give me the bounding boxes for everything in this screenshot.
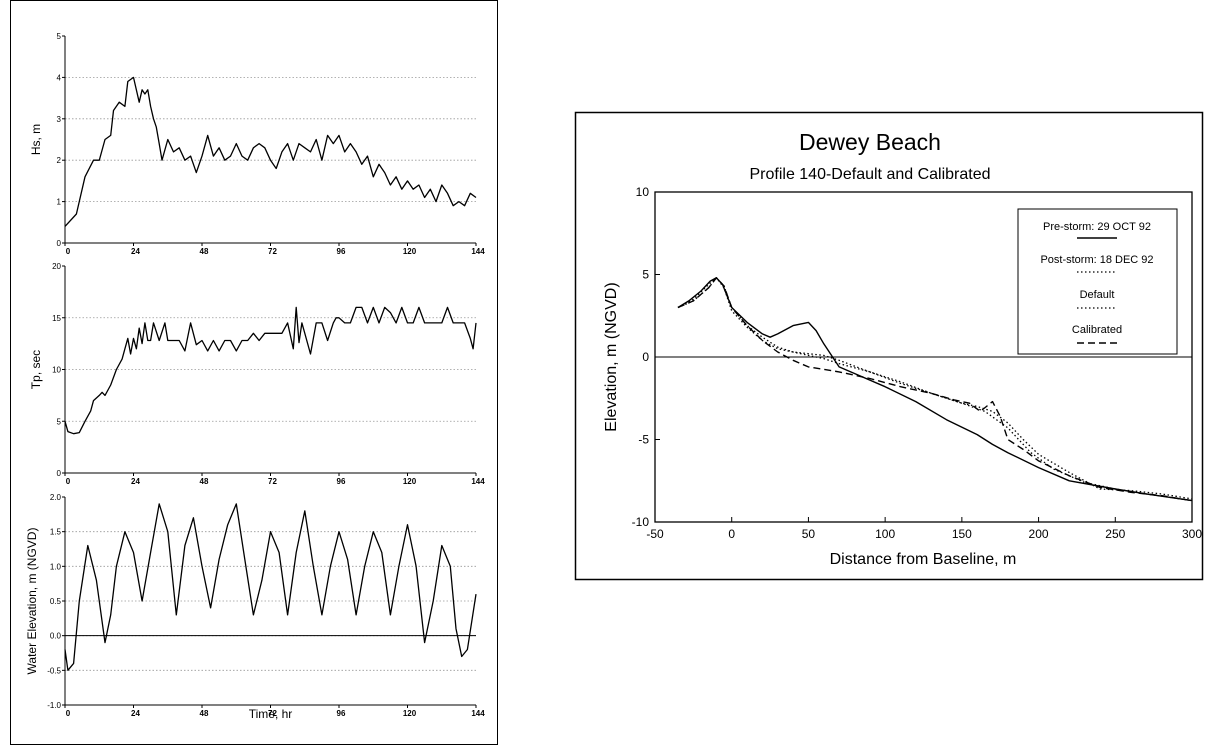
right-figure-frame: [574, 111, 1204, 581]
x-tick-label: 96: [337, 477, 346, 486]
x-tick-label: 72: [268, 709, 277, 718]
y-tick-label: -1.0: [47, 701, 61, 710]
x-tick-label: 24: [131, 477, 140, 486]
legend: Pre-storm: 29 OCT 92 Post-storm: 18 DEC 9…: [1017, 208, 1178, 355]
x-tick-label: 144: [471, 477, 485, 486]
legend-label: Pre-storm: 29 OCT 92: [1043, 221, 1151, 233]
x-tick-label: 150: [952, 527, 972, 541]
y-tick-label: 15: [52, 314, 61, 323]
y-tick-label: 0: [642, 350, 649, 364]
x-tick-label: 96: [337, 709, 346, 718]
series-line: [64, 306, 477, 435]
y-tick-label: 4: [57, 73, 62, 82]
y-tick-label: 1.5: [50, 528, 62, 537]
x-tick-label: 100: [875, 527, 895, 541]
y-axis-label: Hs, m: [29, 124, 43, 155]
left-figure-frame: [10, 0, 498, 745]
legend-box: [1017, 208, 1178, 355]
y-tick-label: 5: [57, 32, 62, 41]
panel-0: 0 1 2 3 4 5 0 24 48 72 96 120 144 Hs, m: [29, 32, 485, 256]
y-tick-label: 0: [57, 469, 62, 478]
stacked-time-series-panels: 0 1 2 3 4 5 0 24 48 72 96 120 144 Hs, m 0 5 10 15 20 0 24 48 7…: [25, 32, 485, 721]
y-tick-label: 0.5: [50, 597, 62, 606]
y-tick-label: 1: [57, 198, 62, 207]
y-tick-label: 5: [57, 417, 62, 426]
x-tick-label: 24: [131, 709, 140, 718]
y-axis-label: Water Elevation, m (NGVD): [25, 528, 39, 675]
x-tick-label: -50: [646, 527, 664, 541]
y-axis-label: Tp, sec: [29, 350, 43, 389]
x-tick-label: 0: [66, 247, 71, 256]
chart-subtitle: Profile 140-Default and Calibrated: [749, 166, 990, 183]
x-tick-label: 0: [66, 709, 71, 718]
y-tick-label: 3: [57, 115, 62, 124]
x-tick-label: 250: [1105, 527, 1125, 541]
x-tick-label: 144: [471, 247, 485, 256]
x-tick-label: 48: [200, 247, 209, 256]
y-tick-label: 1.0: [50, 562, 62, 571]
x-tick-label: 144: [471, 709, 485, 718]
x-tick-label: 48: [200, 709, 209, 718]
panel-2: -1.0 -0.5 0.0 0.5 1.0 1.5 2.0 0 24 48 72 96 120 144 Wa…: [25, 493, 485, 721]
y-tick-label: 10: [636, 185, 650, 199]
series-line: [64, 503, 477, 671]
x-axis-label: Distance from Baseline, m: [830, 551, 1017, 568]
chart-title: Dewey Beach: [799, 129, 941, 155]
y-tick-label: 20: [52, 262, 61, 271]
x-axis-label: Time, hr: [249, 707, 293, 721]
x-tick-label: 50: [802, 527, 816, 541]
x-tick-label: 0: [728, 527, 735, 541]
x-tick-label: 48: [200, 477, 209, 486]
y-tick-label: 0: [57, 239, 62, 248]
panel-1: 0 5 10 15 20 0 24 48 72 96 120 144 Tp, sec: [29, 262, 485, 486]
x-tick-label: 96: [337, 247, 346, 256]
x-tick-label: 24: [131, 247, 140, 256]
y-tick-label: 2: [57, 156, 62, 165]
y-tick-label: 10: [52, 366, 61, 375]
y-tick-label: -10: [632, 515, 650, 529]
x-tick-label: 120: [403, 247, 417, 256]
x-tick-label: 120: [403, 709, 417, 718]
y-tick-label: 0.0: [50, 632, 62, 641]
y-tick-label: -5: [638, 433, 649, 447]
legend-label: Calibrated: [1072, 324, 1122, 336]
x-tick-label: 300: [1182, 527, 1202, 541]
x-tick-label: 0: [66, 477, 71, 486]
series-line-3: [677, 277, 1193, 502]
x-tick-label: 72: [268, 247, 277, 256]
legend-label: Default: [1080, 289, 1115, 301]
x-tick-label: 200: [1029, 527, 1049, 541]
x-tick-label: 120: [403, 477, 417, 486]
y-axis-label: Elevation, m (NGVD): [603, 282, 620, 431]
y-tick-label: 5: [642, 268, 649, 282]
y-tick-label: -0.5: [47, 666, 61, 675]
y-tick-label: 2.0: [50, 493, 62, 502]
x-tick-label: 72: [268, 477, 277, 486]
legend-label: Post-storm: 18 DEC 92: [1040, 254, 1153, 266]
dewey-beach-profile-chart: Dewey Beach Profile 140-Default and Calib…: [603, 129, 1202, 568]
series-line: [64, 76, 477, 227]
